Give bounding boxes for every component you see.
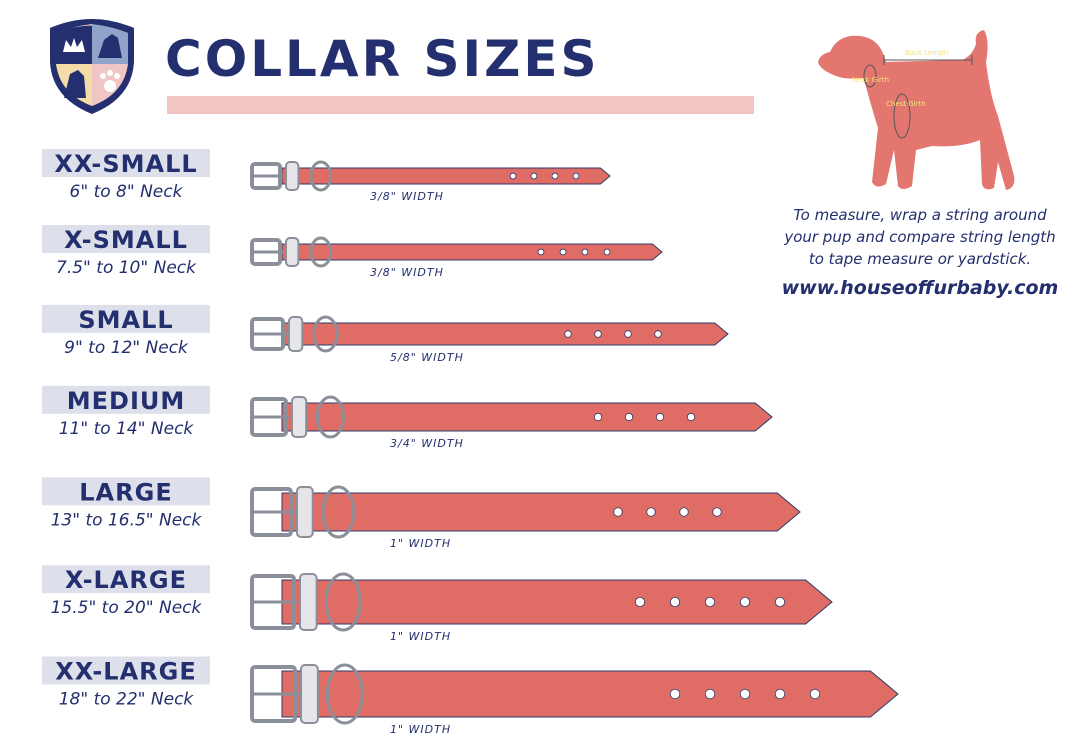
size-name: SMALL [78, 306, 173, 334]
size-label-bg [42, 385, 210, 414]
collar-hole [712, 507, 722, 517]
collar-hole [559, 248, 567, 256]
collar-hole [704, 596, 716, 608]
collar-hole [593, 412, 603, 422]
back-length-label: Back Length [905, 49, 948, 57]
collar-hole [655, 412, 665, 422]
size-row: XX-SMALL 6" to 8" Neck 3/8" WIDTH [42, 149, 611, 203]
size-name: X-SMALL [64, 226, 188, 254]
keeper [299, 573, 318, 631]
size-label-bg [42, 477, 210, 506]
instruction-line: to tape measure or yardstick. [809, 250, 1031, 268]
collar-hole [537, 248, 545, 256]
collar-strap [281, 670, 899, 718]
collar-hole [686, 412, 696, 422]
collar-hole [572, 172, 580, 180]
collar-strap [281, 579, 833, 625]
width-label: 5/8" WIDTH [390, 351, 464, 364]
width-label: 3/8" WIDTH [370, 266, 444, 279]
collar-hole [646, 507, 656, 517]
size-row: X-SMALL 7.5" to 10" Neck 3/8" WIDTH [42, 225, 663, 279]
d-ring [321, 485, 356, 539]
instruction-line: To measure, wrap a string around [793, 206, 1047, 224]
keeper [300, 664, 319, 724]
title: COLLAR SIZES [165, 30, 600, 88]
collar-hole [809, 688, 821, 700]
keeper [291, 396, 308, 438]
neck-range: 11" to 14" Neck [59, 419, 195, 439]
size-label-bg [42, 225, 210, 253]
size-name: LARGE [79, 478, 172, 506]
collar-hole [634, 596, 646, 608]
width-label: 3/4" WIDTH [390, 437, 464, 450]
neck-range: 15.5" to 20" Neck [51, 598, 203, 618]
size-row: X-LARGE 15.5" to 20" Neck 1" WIDTH [42, 565, 833, 643]
collar-hole [551, 172, 559, 180]
size-rows: XX-SMALL 6" to 8" Neck 3/8" WIDTH X-SMALL 7.… [42, 149, 899, 736]
neck-range: 6" to 8" Neck [70, 182, 184, 202]
collar-hole [774, 596, 786, 608]
width-label: 1" WIDTH [390, 537, 451, 550]
website-url[interactable]: www.houseoffurbaby.com [782, 277, 1059, 299]
collar-hole [739, 688, 751, 700]
title-underline [167, 96, 754, 114]
neck-range: 18" to 22" Neck [59, 690, 195, 710]
neck-range: 9" to 12" Neck [64, 338, 189, 358]
width-label: 1" WIDTH [390, 723, 451, 736]
keeper [296, 486, 314, 538]
d-ring [324, 572, 362, 632]
size-row: LARGE 13" to 16.5" Neck 1" WIDTH [42, 477, 801, 550]
collar-hole [654, 330, 662, 338]
collar-hole [704, 688, 716, 700]
width-label: 1" WIDTH [390, 630, 451, 643]
collar-strap [281, 402, 773, 432]
collar-hole [530, 172, 538, 180]
d-ring [309, 160, 333, 192]
collar-hole [564, 330, 572, 338]
dog-diagram: Back Length Neck Girth Chest Girth [818, 30, 1015, 190]
logo [50, 19, 134, 114]
size-row: MEDIUM 11" to 14" Neck 3/4" WIDTH [42, 385, 773, 450]
size-name: XX-LARGE [55, 658, 196, 686]
width-label: 3/8" WIDTH [370, 190, 444, 203]
size-label-bg [42, 565, 210, 594]
size-row: SMALL 9" to 12" Neck 5/8" WIDTH [42, 304, 729, 364]
collar-hole [594, 330, 602, 338]
collar-hole [613, 507, 623, 517]
collar-hole [669, 596, 681, 608]
d-ring [309, 236, 333, 268]
keeper [285, 161, 300, 191]
size-label-bg [42, 656, 210, 685]
keeper [288, 316, 304, 352]
neck-range: 7.5" to 10" Neck [56, 258, 197, 278]
size-name: X-LARGE [65, 566, 187, 594]
collar-strap [281, 492, 801, 532]
collar-hole [581, 248, 589, 256]
collar-hole [739, 596, 751, 608]
collar-hole [603, 248, 611, 256]
instruction-line: your pup and compare string length [783, 228, 1055, 246]
collar-hole [669, 688, 681, 700]
chest-girth-label: Chest Girth [886, 100, 926, 108]
collar-hole [509, 172, 517, 180]
size-row: XX-LARGE 18" to 22" Neck 1" WIDTH [42, 656, 899, 736]
neck-girth-label: Neck Girth [852, 76, 889, 84]
collar-hole [624, 330, 632, 338]
collar-hole [624, 412, 634, 422]
size-name: XX-SMALL [54, 150, 197, 178]
d-ring [325, 663, 364, 725]
size-label-bg [42, 149, 210, 177]
collar-hole [679, 507, 689, 517]
size-label-bg [42, 304, 210, 333]
neck-range: 13" to 16.5" Neck [51, 510, 203, 530]
collar-hole [774, 688, 786, 700]
d-ring [312, 315, 339, 353]
d-ring [315, 395, 345, 439]
size-name: MEDIUM [67, 387, 186, 415]
keeper [285, 237, 300, 267]
